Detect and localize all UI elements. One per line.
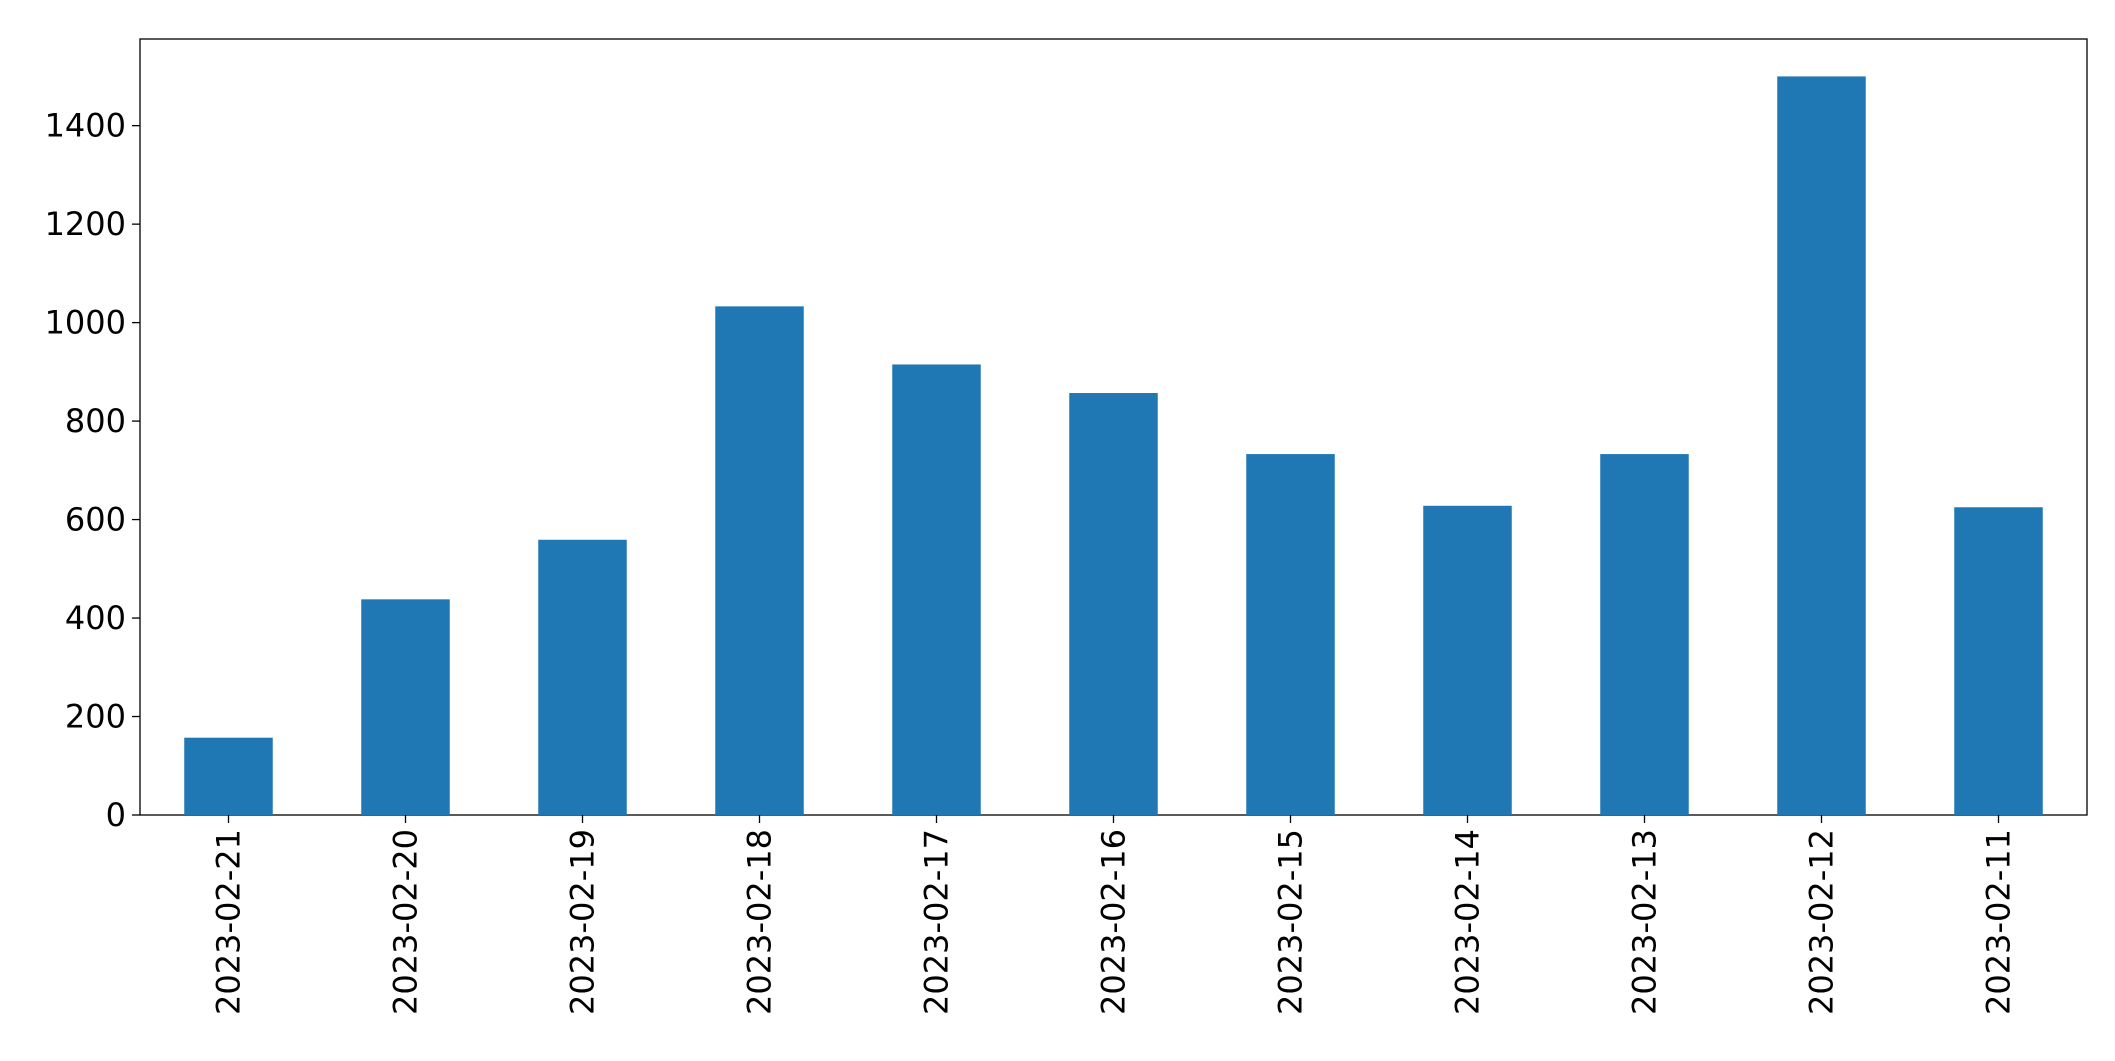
x-tick-label: 2023-02-19 bbox=[564, 829, 602, 1015]
bar bbox=[1600, 454, 1689, 815]
y-tick-label: 400 bbox=[65, 599, 126, 637]
y-tick-label: 800 bbox=[65, 402, 126, 440]
y-tick-label: 1000 bbox=[45, 304, 126, 342]
bar bbox=[715, 306, 804, 815]
x-tick-label: 2023-02-20 bbox=[387, 829, 425, 1015]
y-tick-label: 1400 bbox=[45, 107, 126, 145]
y-tick-label: 1200 bbox=[45, 205, 126, 243]
bar bbox=[361, 599, 450, 815]
x-tick-label: 2023-02-17 bbox=[918, 829, 956, 1015]
y-tick-label: 0 bbox=[106, 796, 126, 834]
x-tick-label: 2023-02-11 bbox=[1980, 829, 2018, 1015]
bar bbox=[1777, 76, 1866, 815]
y-tick-label: 200 bbox=[65, 698, 126, 736]
x-tick-label: 2023-02-12 bbox=[1803, 829, 1841, 1015]
x-tick-label: 2023-02-14 bbox=[1449, 829, 1487, 1015]
y-tick-label: 600 bbox=[65, 501, 126, 539]
x-tick-label: 2023-02-16 bbox=[1095, 829, 1133, 1015]
x-tick-label: 2023-02-13 bbox=[1626, 829, 1664, 1015]
x-tick-label: 2023-02-21 bbox=[210, 829, 248, 1015]
x-tick-label: 2023-02-18 bbox=[741, 829, 779, 1015]
bar bbox=[1069, 393, 1158, 815]
bar bbox=[184, 737, 273, 815]
bar bbox=[1423, 505, 1512, 815]
bar bbox=[892, 364, 981, 815]
x-tick-label: 2023-02-15 bbox=[1272, 829, 1310, 1015]
bar bbox=[538, 539, 627, 815]
bar bbox=[1246, 454, 1335, 815]
bar bbox=[1954, 507, 2043, 815]
